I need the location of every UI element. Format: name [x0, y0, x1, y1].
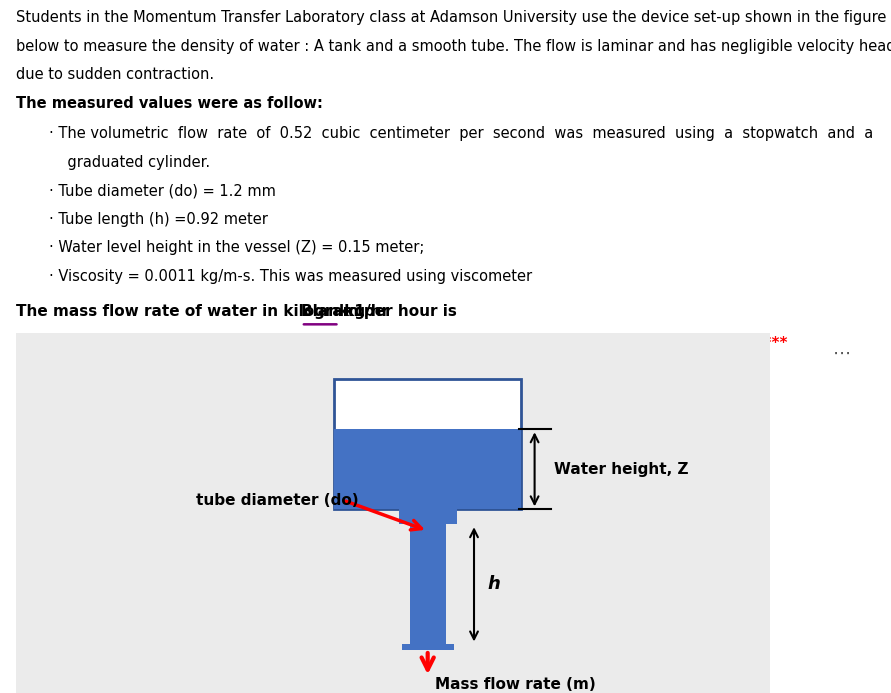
Text: kg/hr: kg/hr	[339, 304, 389, 319]
Text: · Water level height in the vessel (Z) = 0.15 meter;: · Water level height in the vessel (Z) =…	[49, 240, 424, 256]
Text: · Viscosity = 0.0011 kg/m-s. This was measured using viscometer: · Viscosity = 0.0011 kg/m-s. This was me…	[49, 269, 532, 284]
Bar	[16, 333, 770, 693]
Text: · Tube length (h) =0.92 meter: · Tube length (h) =0.92 meter	[49, 212, 268, 227]
Text: due to sudden contraction.: due to sudden contraction.	[16, 67, 214, 82]
Text: The mass flow rate of water in kilogram per hour is: The mass flow rate of water in kilogram …	[16, 304, 462, 319]
Bar	[334, 380, 521, 509]
Text: Mass flow rate (m): Mass flow rate (m)	[435, 677, 595, 692]
Text: ***EXPRESS YOUR ANSWER in TWO (2) DECIMAL PLACE and WITHOUT UNITS****: ***EXPRESS YOUR ANSWER in TWO (2) DECIMA…	[103, 335, 788, 351]
Text: · The volumetric  flow  rate  of  0.52  cubic  centimeter  per  second  was  mea: · The volumetric flow rate of 0.52 cubic…	[49, 126, 873, 141]
Bar	[334, 430, 521, 509]
Text: · Tube diameter (do) = 1.2 mm: · Tube diameter (do) = 1.2 mm	[49, 183, 276, 198]
Text: The measured values were as follow:: The measured values were as follow:	[16, 96, 323, 111]
Text: Students in the Momentum Transfer Laboratory class at Adamson University use the: Students in the Momentum Transfer Labora…	[16, 10, 887, 25]
Text: tube diameter (do): tube diameter (do)	[196, 493, 359, 508]
Text: Blank 1: Blank 1	[301, 304, 364, 319]
Bar	[402, 644, 454, 650]
Text: graduated cylinder.: graduated cylinder.	[49, 155, 210, 170]
Bar	[410, 525, 446, 644]
Text: h: h	[487, 575, 500, 593]
Text: ⋯: ⋯	[833, 345, 851, 363]
Text: Water height, Z: Water height, Z	[554, 462, 689, 477]
Bar	[399, 509, 457, 525]
Text: below to measure the density of water : A tank and a smooth tube. The flow is la: below to measure the density of water : …	[16, 39, 891, 53]
